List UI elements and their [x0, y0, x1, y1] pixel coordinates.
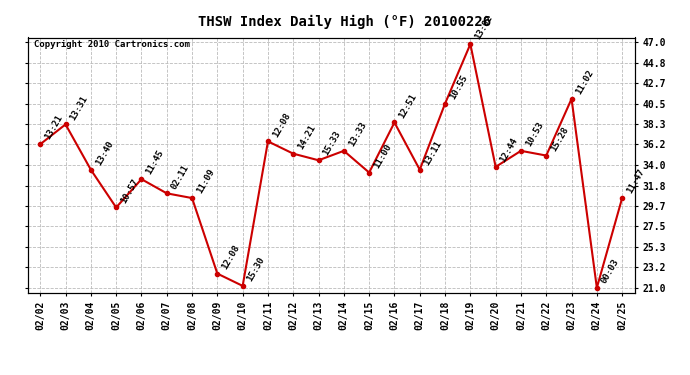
Text: 13:21: 13:21 — [43, 114, 64, 141]
Text: 12:44: 12:44 — [498, 136, 520, 164]
Text: 11:09: 11:09 — [195, 168, 216, 195]
Text: 11:02: 11:02 — [574, 68, 595, 96]
Text: 10:55: 10:55 — [448, 73, 469, 101]
Text: 00:03: 00:03 — [600, 257, 621, 285]
Text: 12:08: 12:08 — [270, 111, 292, 139]
Text: 13:11: 13:11 — [422, 139, 444, 167]
Text: 13:02: 13:02 — [473, 13, 494, 41]
Text: 10:57: 10:57 — [119, 177, 140, 205]
Text: 13:33: 13:33 — [346, 120, 368, 148]
Text: THSW Index Daily High (°F) 20100226: THSW Index Daily High (°F) 20100226 — [199, 15, 491, 29]
Text: 13:31: 13:31 — [68, 94, 90, 122]
Text: 12:08: 12:08 — [220, 243, 242, 271]
Text: 14:21: 14:21 — [296, 123, 317, 151]
Text: 15:33: 15:33 — [322, 130, 342, 158]
Text: 12:51: 12:51 — [397, 92, 418, 120]
Text: 11:45: 11:45 — [144, 148, 166, 176]
Text: 15:30: 15:30 — [246, 255, 266, 283]
Text: 13:40: 13:40 — [94, 139, 115, 167]
Text: 15:28: 15:28 — [549, 125, 570, 153]
Text: Copyright 2010 Cartronics.com: Copyright 2010 Cartronics.com — [34, 40, 190, 49]
Text: 11:00: 11:00 — [372, 142, 393, 170]
Text: 11:47: 11:47 — [625, 168, 646, 195]
Text: 10:53: 10:53 — [524, 120, 545, 148]
Text: 02:11: 02:11 — [170, 163, 190, 190]
